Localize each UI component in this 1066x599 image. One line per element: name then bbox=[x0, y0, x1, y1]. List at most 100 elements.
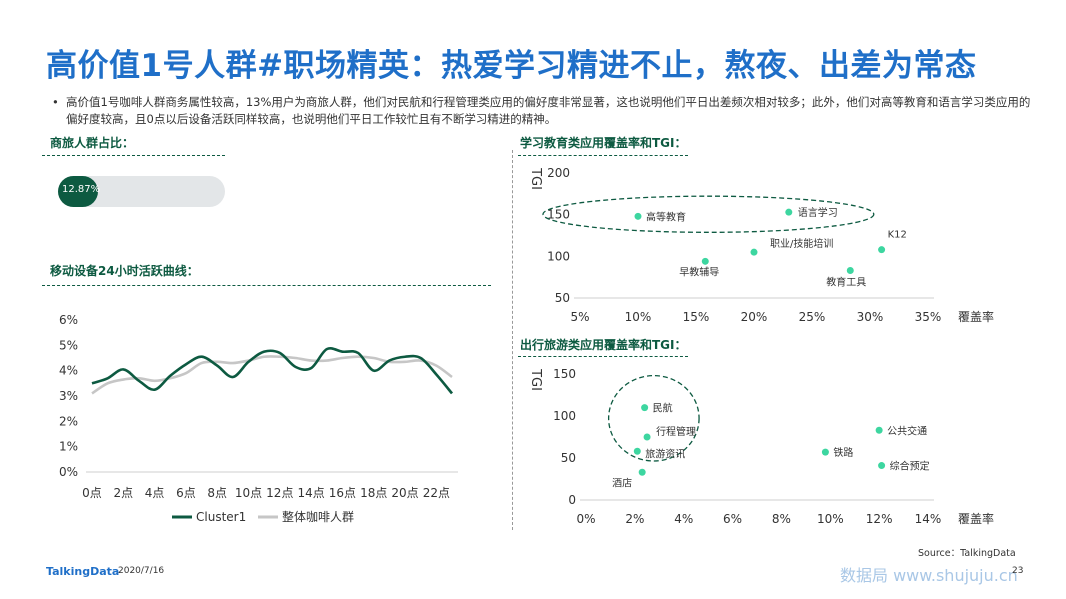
x-tick-label: 10点 bbox=[235, 486, 262, 500]
x-tick-label: 30% bbox=[857, 310, 884, 324]
x-tick-label: 6点 bbox=[176, 486, 196, 500]
scatter-point bbox=[875, 426, 883, 434]
source-note: Source：TalkingData bbox=[918, 548, 1016, 559]
x-tick-label: 18点 bbox=[360, 486, 387, 500]
x-tick-label: 16点 bbox=[329, 486, 356, 500]
scatter-point bbox=[750, 248, 758, 256]
scatter-point bbox=[878, 462, 886, 470]
y-tick-label: 1% bbox=[59, 440, 78, 454]
point-label: K12 bbox=[888, 230, 907, 241]
y-tick-label: 6% bbox=[59, 313, 78, 327]
divider bbox=[518, 356, 688, 357]
x-tick-label: 4点 bbox=[145, 486, 165, 500]
x-tick-label: 2点 bbox=[113, 486, 133, 500]
business-ratio-value: 12.87% bbox=[62, 184, 101, 195]
section-education-title: 学习教育类应用覆盖率和TGI： bbox=[520, 136, 687, 150]
x-tick-label: 22点 bbox=[423, 486, 450, 500]
y-tick-label: 2% bbox=[59, 414, 78, 428]
y-tick-label: 4% bbox=[59, 364, 78, 378]
x-axis-title: 覆盖率 bbox=[958, 511, 994, 526]
scatter-point bbox=[634, 212, 642, 220]
bullet-dot-icon: • bbox=[52, 95, 59, 109]
activity-line-chart: 0% 1% 2% 3% 4% 5% 6% 0点 2点 4点 6点 8点 10点 12点 14点 16点 18点 2… bbox=[59, 313, 458, 524]
x-tick-label: 5% bbox=[570, 310, 589, 324]
y-tick-label: 150 bbox=[553, 367, 576, 381]
watermark: 数据局 www.shujuju.cn bbox=[840, 566, 1018, 585]
point-label: 民航 bbox=[653, 402, 673, 415]
point-label: 行程管理 bbox=[656, 425, 696, 438]
scatter-point bbox=[878, 246, 886, 254]
summary-text: 高价值1号咖啡人群商务属性较高，13%用户为商旅人群，他们对民航和行程管理类应用… bbox=[66, 95, 1031, 126]
section-travel-title: 出行旅游类应用覆盖率和TGI： bbox=[520, 338, 687, 352]
talkingdata-logo: TalkingData bbox=[46, 565, 120, 578]
scatter-point bbox=[643, 433, 651, 441]
divider bbox=[42, 155, 225, 156]
point-label: 旅游资讯 bbox=[645, 447, 685, 460]
x-tick-label: 25% bbox=[799, 310, 826, 324]
x-tick-label: 0% bbox=[576, 512, 595, 526]
point-label: 职业/技能培训 bbox=[770, 237, 833, 250]
point-label: 公共交通 bbox=[887, 424, 927, 437]
point-label: 教育工具 bbox=[826, 276, 866, 289]
y-tick-label: 100 bbox=[547, 249, 570, 263]
y-tick-label: 0% bbox=[59, 465, 78, 479]
highlight-ellipse bbox=[607, 374, 700, 462]
summary-bullet: • 高价值1号咖啡人群商务属性较高，13%用户为商旅人群，他们对民航和行程管理类… bbox=[52, 94, 1032, 128]
y-tick-label: 0 bbox=[568, 493, 576, 507]
y-tick-label: 150 bbox=[547, 208, 570, 222]
x-tick-label: 15% bbox=[683, 310, 710, 324]
x-tick-label: 2% bbox=[625, 512, 644, 526]
travel-scatter-chart: TGI 0 50 100 150 0% 2% 4% 6% 8% 10% 12% 14% 覆盖率 民航行程管理… bbox=[528, 367, 994, 526]
legend-label: Cluster1 bbox=[196, 510, 246, 524]
x-tick-label: 8点 bbox=[207, 486, 227, 500]
scatter-point bbox=[821, 448, 829, 456]
point-label: 语言学习 bbox=[798, 206, 838, 219]
point-label: 酒店 bbox=[612, 476, 632, 489]
section-activity-title: 移动设备24小时活跃曲线： bbox=[50, 264, 199, 278]
x-tick-label: 35% bbox=[915, 310, 942, 324]
series-line-cluster1 bbox=[91, 346, 454, 395]
point-label: 高等教育 bbox=[646, 210, 686, 223]
x-tick-label: 10% bbox=[817, 512, 844, 526]
scatter-point bbox=[701, 257, 709, 265]
scatter-point bbox=[633, 447, 641, 455]
x-tick-label: 20% bbox=[741, 310, 768, 324]
x-tick-label: 20点 bbox=[391, 486, 418, 500]
column-divider bbox=[512, 150, 513, 530]
point-label: 综合预定 bbox=[890, 460, 930, 473]
point-label: 铁路 bbox=[833, 446, 853, 459]
y-tick-label: 5% bbox=[59, 338, 78, 352]
x-tick-label: 12% bbox=[866, 512, 893, 526]
point-label: 早教辅导 bbox=[679, 265, 719, 278]
x-tick-label: 10% bbox=[625, 310, 652, 324]
business-ratio-progress-fill bbox=[58, 176, 98, 207]
x-tick-label: 0点 bbox=[82, 486, 102, 500]
legend-label: 整体咖啡人群 bbox=[282, 509, 354, 524]
y-tick-label: 50 bbox=[555, 291, 570, 305]
x-tick-label: 8% bbox=[772, 512, 791, 526]
scatter-point bbox=[785, 208, 793, 216]
y-tick-label: 50 bbox=[561, 451, 576, 465]
page-number: 23 bbox=[1012, 566, 1024, 576]
scatter-point bbox=[641, 404, 649, 412]
series-line-overall bbox=[91, 355, 453, 395]
section-business-ratio-title: 商旅人群占比： bbox=[50, 136, 135, 150]
education-scatter-chart: TGI 50 100 150 200 5% 10% 15% 20% 25% 30% 35% 覆盖率 高等教… bbox=[528, 166, 994, 324]
business-ratio-progress-bar: 12.87% bbox=[58, 176, 225, 207]
scatter-point bbox=[846, 267, 854, 274]
y-axis-title: TGI bbox=[528, 167, 543, 190]
x-tick-label: 6% bbox=[723, 512, 742, 526]
report-date: 2020/7/16 bbox=[118, 566, 165, 576]
divider bbox=[42, 285, 491, 286]
x-tick-label: 12点 bbox=[266, 486, 293, 500]
y-tick-label: 3% bbox=[59, 389, 78, 403]
x-tick-label: 4% bbox=[674, 512, 693, 526]
highlight-ellipse bbox=[542, 195, 875, 233]
x-tick-label: 14% bbox=[915, 512, 942, 526]
page-title: 高价值1号人群#职场精英：热爱学习精进不止，熬夜、出差为常态 bbox=[46, 48, 977, 84]
divider bbox=[518, 155, 688, 156]
scatter-point bbox=[638, 468, 646, 476]
y-axis-title: TGI bbox=[528, 368, 543, 391]
y-tick-label: 100 bbox=[553, 409, 576, 423]
y-tick-label: 200 bbox=[547, 166, 570, 180]
